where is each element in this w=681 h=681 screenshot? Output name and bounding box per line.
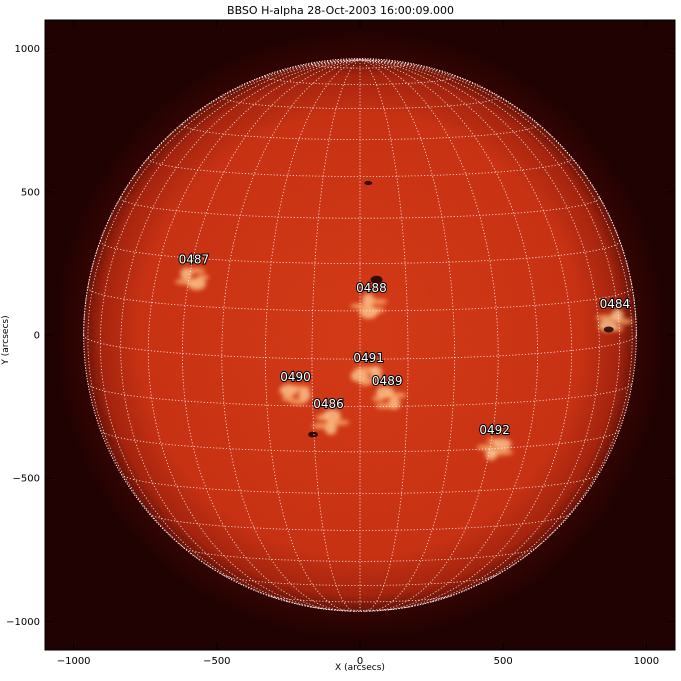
sunspot [603, 326, 614, 333]
latitude-line [121, 473, 599, 494]
active-region-label: 0490 [280, 370, 311, 384]
plage-patch [350, 369, 369, 382]
latitude-line [87, 383, 633, 407]
active-region-labels: 0487 0488 0484 0491 0490 0489 0486 0492 [178, 251, 632, 437]
plage-patch [382, 392, 407, 399]
x-tick-label: 0 [357, 656, 363, 667]
longitude-line [359, 59, 499, 612]
longitude-line [359, 59, 409, 612]
plage-patch [312, 422, 331, 429]
active-region-label: 0489 [372, 374, 403, 388]
longitude-line [120, 59, 361, 609]
longitude-line [311, 59, 361, 612]
longitude-line [359, 59, 633, 581]
active-region-label: 0491 [353, 351, 384, 365]
heliographic-grid [83, 59, 637, 612]
active-region-label: 0487 [179, 252, 210, 266]
plage-patch [359, 306, 378, 319]
plage-patch [493, 438, 512, 451]
plage-patch [174, 278, 199, 285]
sunspot [364, 181, 373, 186]
longitude-line [265, 59, 361, 612]
longitude-line [359, 59, 573, 611]
x-tick-label: 1000 [634, 656, 659, 667]
plage-regions [174, 267, 633, 461]
x-tick-label: −500 [203, 656, 230, 667]
y-tick-label: −500 [13, 474, 40, 485]
latitude-line [223, 575, 497, 586]
sunspot [308, 431, 319, 438]
latitude-line [311, 63, 409, 69]
active-region-label: 0488 [356, 281, 387, 295]
latitude-line [265, 76, 455, 86]
latitude-line [87, 287, 633, 312]
latitude-line [221, 96, 499, 109]
y-tick-label: 1000 [15, 44, 40, 55]
axes: −1000 −500 0 500 1000 1000 500 0 −500 −1000 [6, 19, 676, 667]
longitude-line [87, 59, 361, 581]
plage-patch [298, 388, 311, 401]
active-region-label: 0484 [600, 297, 631, 311]
longitude-line [359, 59, 455, 612]
image-title: BBSO H-alpha 28-Oct-2003 16:00:09.000 [227, 4, 454, 17]
longitude-line [147, 59, 361, 611]
y-tick-label: 0 [34, 331, 40, 342]
longitude-line [359, 59, 539, 611]
plage-patch [366, 377, 385, 384]
plage-patch [611, 309, 624, 322]
sunspot [370, 275, 383, 284]
plage-patch [375, 402, 394, 409]
plage-patch [369, 366, 382, 379]
active-region-label: 0486 [313, 397, 344, 411]
y-tick-label: 500 [21, 187, 40, 198]
longitude-line [359, 59, 600, 609]
plage-patch [369, 298, 388, 305]
active-region-label: 0492 [479, 423, 510, 437]
latitude-line [182, 124, 538, 140]
longitude-line [181, 59, 361, 611]
x-tick-label: −1000 [57, 656, 91, 667]
x-axis-label: X (arcsecs) [335, 663, 385, 673]
plot-area [45, 20, 675, 650]
latitude-line [100, 429, 620, 453]
longitude-line [221, 59, 361, 612]
x-tick-label: 500 [494, 656, 513, 667]
plage-patch [323, 409, 342, 422]
y-axis-label: Y (arcsecs) [1, 315, 11, 365]
plage-patch [485, 448, 498, 461]
latitude-line [99, 240, 621, 264]
plage-patch [187, 267, 206, 274]
plage-patch [289, 398, 308, 405]
latitude-line [147, 157, 573, 177]
y-tick-label: −1000 [6, 617, 40, 628]
solar-limb [83, 58, 637, 612]
plage-patch [614, 318, 633, 325]
